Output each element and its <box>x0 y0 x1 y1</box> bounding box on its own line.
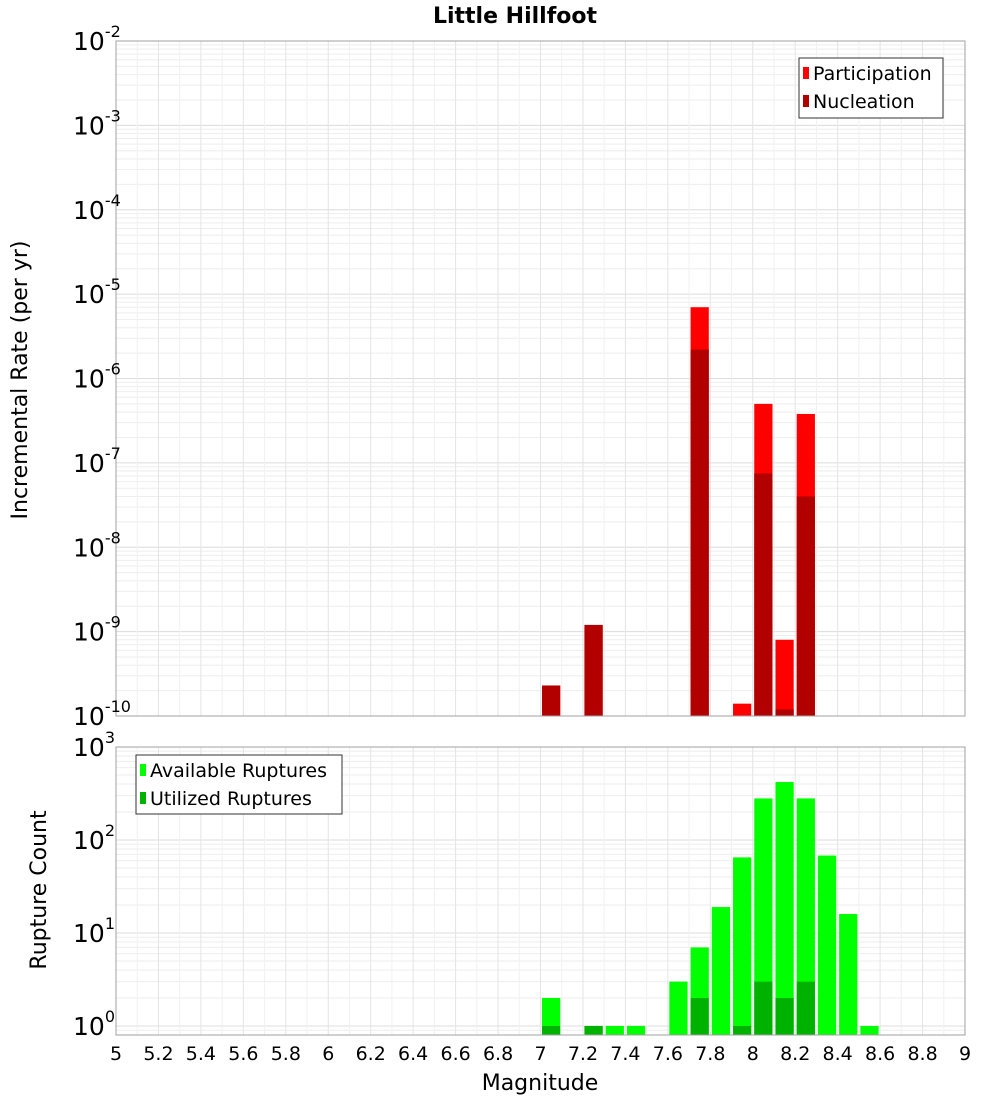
bar <box>754 798 773 1035</box>
chart-title: Little Hillfoot <box>433 4 598 29</box>
x-tick-label: 6.6 <box>440 1043 470 1065</box>
bar <box>542 685 561 716</box>
bar <box>775 997 794 1035</box>
legend-swatch <box>803 95 809 107</box>
bar <box>690 997 709 1035</box>
x-tick-label: 6.4 <box>398 1043 428 1065</box>
legend-swatch <box>140 764 146 776</box>
panel-count: 100 101 102 103 Available Ruptures Utilized R… <box>73 728 966 1041</box>
y-tick-label: 103 <box>73 728 115 762</box>
series-nucleation <box>542 349 815 716</box>
legend-label: Participation <box>813 63 932 85</box>
x-tick-label: 6.2 <box>356 1043 386 1065</box>
bar <box>584 624 603 716</box>
x-tick-label: 7.6 <box>653 1043 683 1065</box>
x-tick-label: 8 <box>747 1043 759 1065</box>
bar <box>796 798 815 1035</box>
bar <box>690 349 709 716</box>
legend-swatch <box>140 792 146 804</box>
series-utilized-ruptures <box>542 981 815 1035</box>
x-tick-label: 9 <box>959 1043 971 1065</box>
x-tick-label: 5.2 <box>143 1043 173 1065</box>
y-tick-label: 101 <box>73 914 115 948</box>
bar <box>733 1025 752 1035</box>
x-tick-label: 5.6 <box>228 1043 258 1065</box>
x-tick-label: 8.4 <box>823 1043 853 1065</box>
bar <box>775 782 794 1035</box>
legend-label: Nucleation <box>813 91 915 113</box>
bar <box>542 997 561 1035</box>
plot-frame <box>115 40 966 717</box>
x-tick-label: 6.8 <box>483 1043 513 1065</box>
bar <box>796 981 815 1035</box>
x-tick-label: 8.6 <box>865 1043 895 1065</box>
bar <box>542 1025 561 1035</box>
y-tick-label: 10-7 <box>73 444 121 478</box>
x-tick-label: 7 <box>534 1043 546 1065</box>
bar <box>817 855 837 1035</box>
x-tick-label: 8.8 <box>907 1043 937 1065</box>
bar <box>775 709 794 716</box>
bar <box>605 1025 624 1035</box>
bar <box>733 703 752 716</box>
x-tick-label: 7.2 <box>568 1043 598 1065</box>
y-tick-label: 10-3 <box>73 106 121 140</box>
y-tick-label: 102 <box>73 821 115 855</box>
panel-rate: 10-10 10-9 10-8 10-7 10-6 10-5 10-4 10-3 10-2 Par… <box>73 22 966 731</box>
bar <box>754 981 773 1035</box>
y-tick-label: 10-2 <box>73 22 121 56</box>
bar <box>733 857 752 1035</box>
y-tick-label: 10-4 <box>73 191 121 225</box>
y-tick-label: 10-8 <box>73 528 121 562</box>
x-axis-label: Magnitude <box>482 1071 599 1096</box>
x-tick-label: 5.8 <box>271 1043 301 1065</box>
y-tick-label: 10-10 <box>73 697 131 731</box>
bar <box>584 1025 603 1035</box>
x-tick-label: 7.4 <box>610 1043 640 1065</box>
bar <box>626 1025 646 1035</box>
bar <box>860 1025 879 1035</box>
legend-box <box>798 57 944 119</box>
bar <box>669 981 688 1035</box>
y-tick-label: 10-6 <box>73 360 121 394</box>
grid <box>115 41 966 717</box>
bar <box>796 496 815 716</box>
x-tick-label: 6 <box>322 1043 334 1065</box>
y-tick-label: 100 <box>73 1007 115 1041</box>
bar <box>775 639 794 716</box>
x-tick-label: 5 <box>110 1043 122 1065</box>
plot-frame <box>115 746 966 1036</box>
legend-swatch <box>803 67 809 79</box>
y-tick-label: 10-9 <box>73 613 121 647</box>
bar <box>711 907 731 1035</box>
y-tick-label: 10-5 <box>73 275 121 309</box>
bar <box>839 914 858 1035</box>
legend: Available Ruptures Utilized Ruptures <box>135 754 343 815</box>
x-tick-label: 8.2 <box>780 1043 810 1065</box>
legend-label: Utilized Ruptures <box>150 788 312 810</box>
count-axis-label: Rupture Count <box>27 810 52 970</box>
x-ticks: 5 5.2 5.4 5.6 5.8 6 6.2 6.4 6.6 6.8 7 7.2 7.4 7.6 7.8 8… <box>110 1043 971 1065</box>
bar <box>754 473 773 716</box>
rate-axis-label: Incremental Rate (per yr) <box>8 241 33 520</box>
x-tick-label: 5.4 <box>186 1043 216 1065</box>
x-tick-label: 7.8 <box>695 1043 725 1065</box>
legend: Participation Nucleation <box>798 57 944 119</box>
legend-box <box>135 754 343 815</box>
legend-label: Available Ruptures <box>150 760 327 782</box>
